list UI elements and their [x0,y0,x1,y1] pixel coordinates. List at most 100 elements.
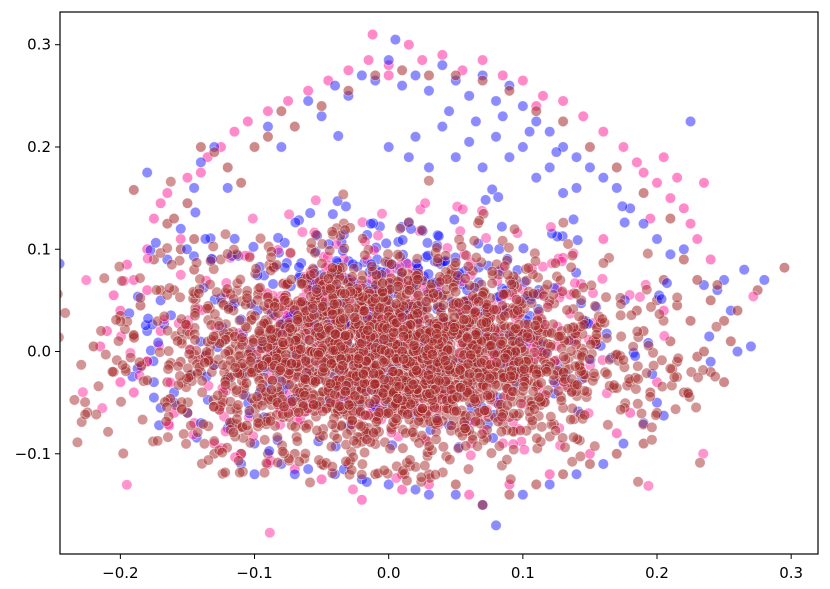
data-point [244,251,256,263]
data-point [125,351,137,363]
data-point [443,105,455,117]
data-point [165,176,177,188]
data-point [197,418,209,430]
data-point [316,257,328,269]
data-point [458,314,470,326]
data-point [658,151,670,163]
data-point [209,308,221,320]
data-point [497,110,509,122]
data-point [510,322,522,334]
data-point [410,131,422,143]
data-point [363,54,375,66]
data-point [678,243,690,255]
data-point [343,399,355,411]
data-point [213,320,225,332]
data-point [114,376,126,388]
data-point [434,276,446,288]
data-point [691,274,703,286]
data-point [527,288,539,300]
data-point [490,95,502,107]
data-point [305,237,317,249]
data-point [473,296,485,308]
data-point [428,287,440,299]
data-point [631,325,643,337]
data-point [426,348,438,360]
data-point [412,273,424,285]
data-point [293,456,305,468]
data-point [144,244,156,256]
data-point [219,466,231,478]
data-point [308,399,320,411]
data-point [557,187,569,199]
data-point [584,141,596,153]
data-point [388,326,400,338]
data-point [128,184,140,196]
data-point [678,202,690,214]
data-point [347,483,359,495]
data-point [198,438,210,450]
data-point [234,314,246,326]
data-point [383,69,395,81]
data-point [244,355,256,367]
data-point [79,408,91,420]
data-point [329,80,341,92]
data-point [445,420,457,432]
data-point [616,200,628,212]
data-point [392,236,404,248]
data-point [506,278,518,290]
data-point [611,182,623,194]
data-point [204,278,216,290]
data-point [544,126,556,138]
data-point [778,262,790,274]
data-point [401,475,413,487]
data-point [262,105,274,117]
data-point [222,182,234,194]
data-point [300,422,312,434]
data-point [340,200,352,212]
data-point [480,232,492,244]
data-point [571,379,583,391]
data-point [240,377,252,389]
data-point [302,85,314,97]
data-point [433,230,445,242]
data-point [168,213,180,225]
data-point [518,444,530,456]
data-point [584,458,596,470]
x-tick-label: 0.3 [779,564,803,582]
data-point [256,400,268,412]
data-point [423,85,435,97]
data-point [201,302,213,314]
data-point [436,49,448,61]
data-point [419,197,431,209]
data-point [526,297,538,309]
data-point [615,404,627,416]
data-point [413,437,425,449]
data-point [155,197,167,209]
data-point [530,478,542,490]
data-point [436,59,448,71]
data-point [670,403,682,415]
data-point [517,489,529,501]
data-point [356,494,368,506]
data-point [142,313,154,325]
data-point [115,396,127,408]
data-point [180,319,192,331]
data-point [568,431,580,443]
data-point [661,277,673,289]
data-point [694,457,706,469]
data-point [148,355,160,367]
data-point [597,172,609,184]
data-point [658,330,670,342]
data-point [253,325,265,337]
data-point [501,399,513,411]
data-point [470,115,482,127]
data-point [495,426,507,438]
data-point [356,469,368,481]
data-point [340,455,352,467]
data-point [396,80,408,92]
data-point [216,446,228,458]
data-point [192,426,204,438]
data-point [199,233,211,245]
data-point [88,340,100,352]
data-point [648,360,660,372]
